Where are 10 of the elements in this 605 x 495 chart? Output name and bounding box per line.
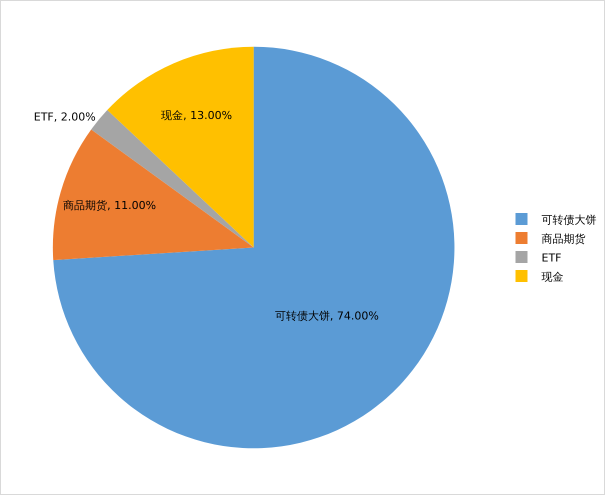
data-label: 可转债大饼, 74.00% [274, 310, 379, 323]
legend-label: 商品期货 [541, 232, 586, 246]
legend-label: 可转债大饼 [541, 213, 596, 226]
data-label: 商品期货, 11.00% [63, 199, 156, 212]
data-label: 现金, 13.00% [161, 109, 232, 122]
pie-slice [53, 129, 254, 260]
data-label: ETF, 2.00% [34, 110, 96, 124]
legend-label: 现金 [541, 270, 564, 284]
legend-label: ETF [541, 251, 562, 264]
pie-slice [107, 46, 254, 248]
